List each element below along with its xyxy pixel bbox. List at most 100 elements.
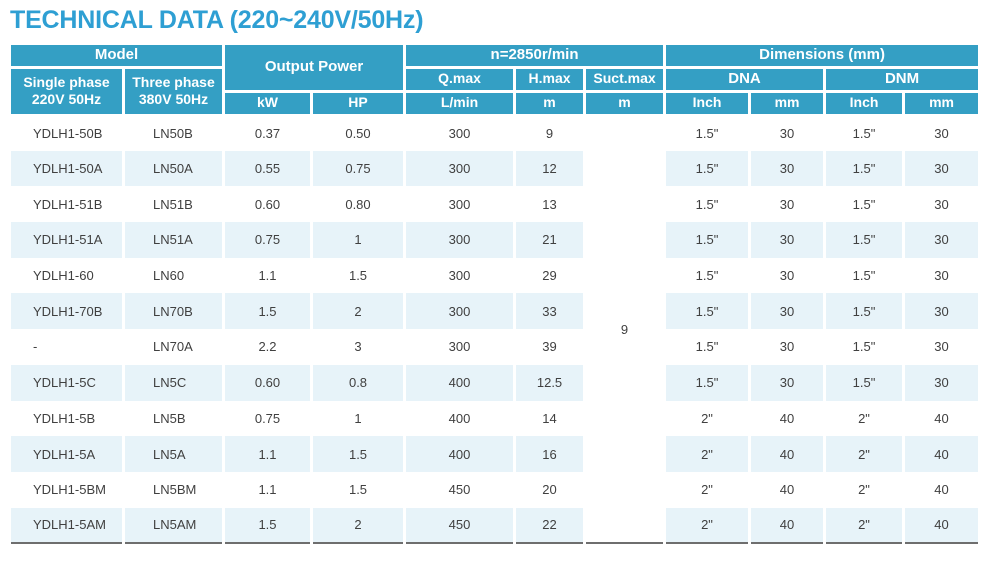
table-row: YDLH1-50B LN50B 0.37 0.50 300 9 9 1.5" 3… (8, 115, 982, 544)
cell-hp: 1.5 (309, 436, 407, 472)
cell-dnm-inch: 1.5" (823, 293, 906, 330)
cell-dnm-inch: 1.5" (823, 329, 906, 365)
cell-suctmax-merged: 9 (583, 115, 667, 544)
cell-hmax: 39 (513, 329, 587, 365)
cell-qmax: 400 (403, 364, 517, 401)
cell-single-phase-model: YDLH1-50A (8, 150, 125, 187)
cell-dnm-mm: 30 (902, 364, 982, 401)
cell-qmax: 400 (403, 400, 517, 437)
cell-dna-inch: 1.5" (663, 222, 752, 258)
cell-dnm-mm: 30 (902, 293, 982, 330)
cell-dnm-inch: 1.5" (823, 186, 906, 223)
cell-dna-inch: 1.5" (663, 364, 752, 401)
cell-qmax: 300 (403, 186, 517, 223)
cell-hp: 1.5 (309, 471, 407, 508)
cell-dna-inch: 1.5" (663, 186, 752, 223)
cell-dna-inch: 2" (663, 471, 752, 508)
cell-kw: 0.60 (222, 186, 313, 223)
cell-hmax: 14 (513, 400, 587, 437)
cell-dna-mm: 30 (748, 257, 827, 294)
model-group-header: Model (8, 42, 225, 69)
cell-dna-inch: 1.5" (663, 329, 752, 365)
qmax-header: Q.max (403, 65, 517, 93)
cell-dnm-mm: 30 (902, 329, 982, 365)
dnm-mm-header: mm (902, 89, 982, 117)
table-row: YDLH1-70B LN70B 1.5 2 300 33 1.5" 30 1.5… (8, 293, 982, 330)
cell-hmax: 12.5 (513, 364, 587, 401)
kw-header: kW (222, 89, 313, 117)
table-row: YDLH1-51B LN51B 0.60 0.80 300 13 1.5" 30… (8, 186, 982, 223)
cell-single-phase-model: YDLH1-5A (8, 436, 125, 472)
cell-three-phase-model: LN70B (122, 293, 225, 330)
cell-dnm-mm: 40 (902, 507, 982, 544)
hp-header: HP (309, 89, 407, 117)
output-power-group-header: Output Power (221, 42, 407, 93)
cell-dna-mm: 30 (748, 186, 827, 223)
cell-hp: 0.75 (309, 150, 407, 187)
cell-dnm-mm: 30 (902, 222, 982, 258)
cell-qmax: 450 (403, 507, 517, 544)
cell-dnm-inch: 1.5" (823, 150, 906, 187)
cell-single-phase-model: YDLH1-5AM (8, 507, 125, 544)
cell-dnm-inch: 1.5" (823, 115, 906, 151)
cell-single-phase-model: YDLH1-51A (8, 222, 125, 258)
cell-hmax: 29 (513, 257, 587, 294)
table-row: - LN70A 2.2 3 300 39 1.5" 30 1.5" 30 (8, 329, 982, 365)
table-row: YDLH1-5AM LN5AM 1.5 2 450 22 2" 40 2" 40 (8, 507, 982, 544)
cell-dnm-inch: 1.5" (823, 222, 906, 258)
cell-three-phase-model: LN5BM (122, 471, 225, 508)
header-row-phases: Single phase 220V 50Hz Three phase 380V … (8, 65, 980, 117)
cell-kw: 0.60 (222, 364, 313, 401)
cell-hmax: 13 (513, 186, 587, 223)
cell-qmax: 400 (403, 436, 517, 472)
dna-header: DNA (663, 65, 827, 93)
cell-dnm-inch: 2" (823, 471, 906, 508)
cell-hp: 1 (309, 222, 407, 258)
cell-dnm-inch: 2" (823, 507, 906, 544)
cell-dna-inch: 1.5" (663, 115, 752, 151)
cell-dna-inch: 2" (663, 436, 752, 472)
cell-dnm-inch: 2" (823, 400, 906, 437)
cell-qmax: 300 (403, 293, 517, 330)
cell-hp: 2 (309, 293, 407, 330)
cell-dnm-mm: 40 (902, 436, 982, 472)
cell-three-phase-model: LN5B (122, 400, 225, 437)
cell-dna-inch: 1.5" (663, 257, 752, 294)
cell-hp: 2 (309, 507, 407, 544)
cell-qmax: 450 (403, 471, 517, 508)
table-row: YDLH1-51A LN51A 0.75 1 300 21 1.5" 30 1.… (8, 222, 982, 258)
cell-dnm-mm: 30 (902, 186, 982, 223)
cell-dna-mm: 40 (748, 400, 827, 437)
cell-qmax: 300 (403, 257, 517, 294)
cell-hmax: 22 (513, 507, 587, 544)
cell-dna-mm: 30 (748, 150, 827, 187)
table-row: YDLH1-5C LN5C 0.60 0.8 400 12.5 1.5" 30 … (8, 364, 982, 401)
cell-dnm-inch: 1.5" (823, 364, 906, 401)
cell-hmax: 16 (513, 436, 587, 472)
cell-kw: 1.1 (222, 436, 313, 472)
cell-qmax: 300 (403, 329, 517, 365)
cell-three-phase-model: LN5C (122, 364, 225, 401)
qmax-unit-header: L/min (403, 89, 517, 117)
hmax-header: H.max (513, 65, 587, 93)
cell-kw: 0.75 (222, 400, 313, 437)
cell-dna-mm: 40 (748, 471, 827, 508)
suctmax-unit-header: m (583, 89, 667, 117)
cell-dna-mm: 30 (748, 115, 827, 151)
cell-qmax: 300 (403, 150, 517, 187)
cell-dnm-inch: 1.5" (823, 257, 906, 294)
cell-dnm-mm: 40 (902, 471, 982, 508)
cell-dnm-mm: 30 (902, 150, 982, 187)
cell-kw: 1.5 (222, 293, 313, 330)
dnm-header: DNM (823, 65, 982, 93)
dimensions-group-header: Dimensions (mm) (663, 42, 982, 69)
cell-hp: 0.8 (309, 364, 407, 401)
cell-kw: 1.5 (222, 507, 313, 544)
table-row: YDLH1-60 LN60 1.1 1.5 300 29 1.5" 30 1.5… (8, 257, 982, 294)
suctmax-header: Suct.max (583, 65, 667, 93)
cell-three-phase-model: LN5AM (122, 507, 225, 544)
cell-kw: 0.55 (222, 150, 313, 187)
cell-dna-mm: 40 (748, 436, 827, 472)
cell-three-phase-model: LN50B (122, 115, 225, 151)
single-phase-header: Single phase 220V 50Hz (8, 65, 125, 117)
